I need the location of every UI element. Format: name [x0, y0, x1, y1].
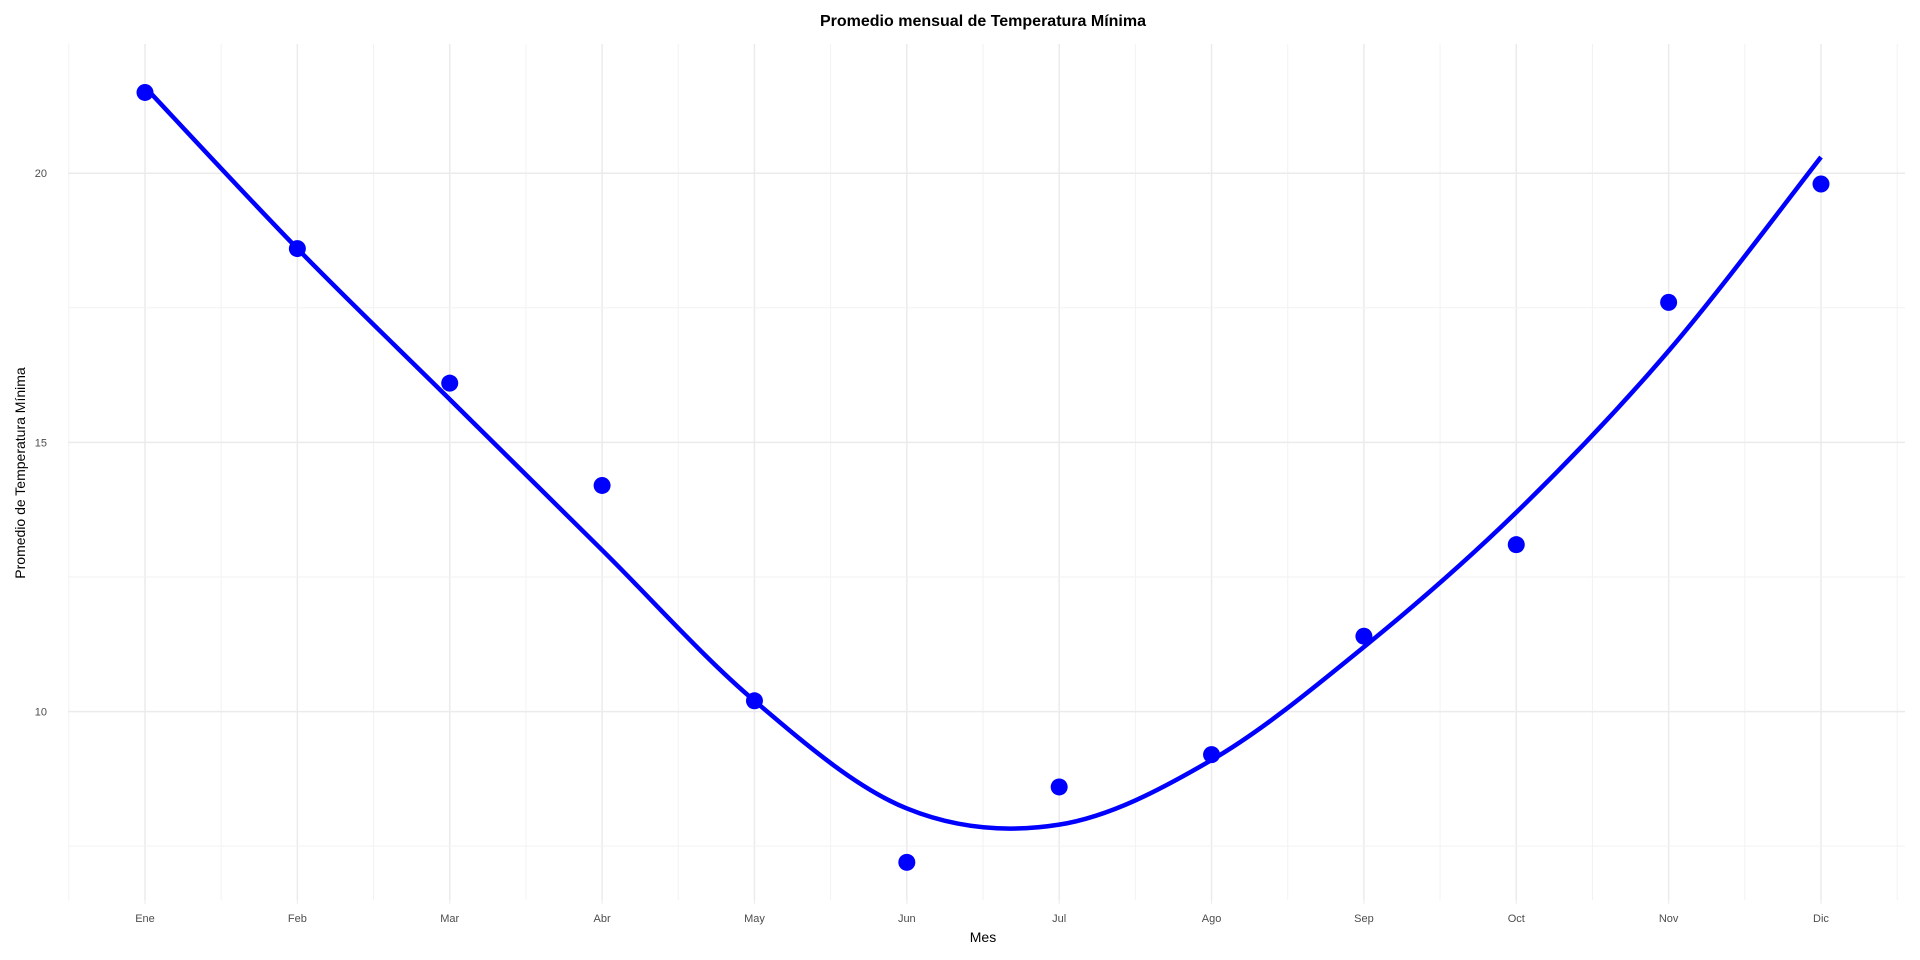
x-tick-label: Abr	[594, 913, 611, 925]
data-point-abr	[593, 476, 611, 494]
chart-title: Promedio mensual de Temperatura Mínima	[820, 13, 1146, 30]
data-point-jul	[1050, 778, 1068, 796]
x-tick-label: Ago	[1202, 913, 1222, 925]
y-axis-ticks: 10 15 20	[35, 168, 47, 718]
y-axis-title: Promedio de Temperatura Mínima	[12, 367, 28, 579]
trend-line-layer	[143, 85, 1823, 831]
x-tick-label: Oct	[1508, 913, 1525, 925]
data-point-feb	[288, 240, 306, 258]
y-tick-label: 15	[35, 437, 47, 449]
data-point-ene	[136, 83, 154, 101]
x-tick-label: Jun	[898, 913, 916, 925]
x-tick-label: Feb	[288, 913, 307, 925]
trend-line	[143, 85, 1823, 831]
x-tick-label: Dic	[1813, 913, 1829, 925]
points-layer	[136, 83, 1830, 871]
data-point-nov	[1660, 293, 1678, 311]
data-point-mar	[441, 374, 459, 392]
x-axis-ticks: Ene Feb Mar Abr May Jun Jul Ago Sep Oct Nov Dic	[135, 900, 1829, 925]
x-tick-label: Nov	[1659, 913, 1679, 925]
x-tick-label: Mar	[440, 913, 459, 925]
x-tick-label: May	[744, 913, 765, 925]
data-point-sep	[1355, 627, 1373, 645]
grid	[68, 44, 1905, 900]
data-point-dic	[1812, 175, 1830, 193]
data-point-ago	[1203, 746, 1221, 764]
data-point-oct	[1507, 536, 1525, 554]
x-tick-label: Jul	[1052, 913, 1066, 925]
data-point-jun	[898, 853, 916, 871]
x-tick-label: Sep	[1354, 913, 1374, 925]
y-tick-label: 20	[35, 168, 47, 180]
x-axis-title: Mes	[970, 929, 996, 945]
data-point-may	[745, 692, 763, 710]
x-tick-label: Ene	[135, 913, 155, 925]
y-tick-label: 10	[35, 707, 47, 719]
